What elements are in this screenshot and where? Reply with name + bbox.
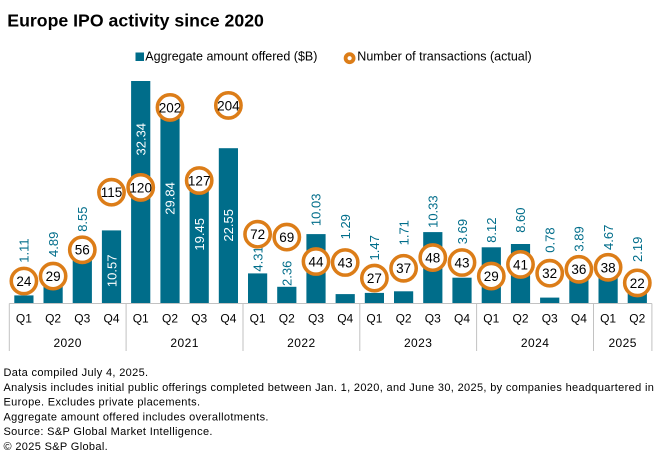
- svg-text:69: 69: [279, 230, 294, 245]
- svg-text:Q4: Q4: [220, 312, 236, 326]
- svg-text:Europe. Excludes private place: Europe. Excludes private placements.: [4, 397, 201, 409]
- svg-text:Q3: Q3: [308, 312, 324, 326]
- svg-text:10.03: 10.03: [309, 194, 324, 227]
- svg-text:72: 72: [250, 227, 265, 242]
- svg-text:© 2025 S&P Global.: © 2025 S&P Global.: [4, 441, 109, 453]
- svg-text:2020: 2020: [53, 336, 82, 350]
- svg-text:36: 36: [571, 262, 586, 277]
- svg-text:2024: 2024: [521, 336, 550, 350]
- svg-text:1.11: 1.11: [17, 238, 32, 262]
- svg-text:Q3: Q3: [425, 312, 441, 326]
- svg-text:Q1: Q1: [483, 312, 499, 326]
- svg-text:44: 44: [308, 254, 324, 269]
- svg-text:Q1: Q1: [600, 312, 616, 326]
- svg-text:Number of transactions (actual: Number of transactions (actual): [357, 49, 531, 63]
- svg-text:32.34: 32.34: [134, 123, 149, 156]
- svg-text:22.55: 22.55: [221, 209, 236, 242]
- svg-text:1.29: 1.29: [338, 214, 353, 239]
- svg-text:2022: 2022: [287, 336, 316, 350]
- svg-text:Q4: Q4: [571, 312, 587, 326]
- svg-text:Q2: Q2: [629, 312, 645, 326]
- svg-text:Q4: Q4: [454, 312, 470, 326]
- svg-text:8.60: 8.60: [513, 207, 528, 232]
- svg-text:4.31: 4.31: [250, 246, 265, 271]
- svg-text:Analysis includes initial publ: Analysis includes initial public offerin…: [4, 382, 655, 394]
- svg-text:27: 27: [367, 271, 382, 286]
- svg-text:Source: S&P Global Market Inte: Source: S&P Global Market Intelligence.: [4, 426, 213, 438]
- svg-text:1.47: 1.47: [367, 235, 382, 260]
- svg-text:Europe IPO activity since 2020: Europe IPO activity since 2020: [7, 11, 264, 31]
- svg-text:29: 29: [484, 269, 499, 284]
- svg-text:Q2: Q2: [162, 312, 178, 326]
- svg-text:4.89: 4.89: [46, 232, 61, 257]
- svg-text:56: 56: [75, 243, 90, 258]
- svg-text:1.71: 1.71: [396, 220, 411, 245]
- svg-text:43: 43: [454, 255, 469, 270]
- svg-text:24: 24: [16, 274, 32, 289]
- svg-text:2025: 2025: [608, 336, 637, 350]
- svg-text:2.19: 2.19: [630, 237, 645, 262]
- svg-text:Q1: Q1: [16, 312, 32, 326]
- svg-text:0.78: 0.78: [542, 227, 557, 252]
- svg-text:10.57: 10.57: [104, 255, 119, 288]
- svg-text:Aggregate amount offered inclu: Aggregate amount offered includes overal…: [4, 411, 269, 423]
- svg-text:3.89: 3.89: [572, 226, 587, 251]
- svg-text:Q4: Q4: [103, 312, 119, 326]
- svg-text:2023: 2023: [404, 336, 433, 350]
- svg-text:8.55: 8.55: [75, 206, 90, 231]
- svg-text:Q1: Q1: [366, 312, 382, 326]
- svg-text:202: 202: [159, 100, 182, 115]
- svg-text:120: 120: [129, 180, 152, 195]
- svg-text:Q4: Q4: [337, 312, 353, 326]
- svg-text:3.69: 3.69: [455, 219, 470, 244]
- svg-text:37: 37: [396, 261, 411, 276]
- svg-text:8.12: 8.12: [484, 217, 499, 242]
- svg-text:Q1: Q1: [133, 312, 149, 326]
- svg-text:Q3: Q3: [542, 312, 558, 326]
- svg-text:Q2: Q2: [45, 312, 61, 326]
- svg-text:29: 29: [46, 269, 61, 284]
- svg-text:Data compiled July 4, 2025.: Data compiled July 4, 2025.: [4, 367, 149, 379]
- svg-text:32: 32: [542, 266, 557, 281]
- svg-text:29.84: 29.84: [163, 182, 178, 215]
- svg-text:204: 204: [217, 98, 240, 113]
- svg-text:4.67: 4.67: [601, 225, 616, 250]
- svg-text:43: 43: [338, 255, 353, 270]
- svg-text:10.33: 10.33: [426, 195, 441, 228]
- svg-text:38: 38: [601, 260, 616, 275]
- svg-text:22: 22: [630, 276, 645, 291]
- svg-text:Q2: Q2: [512, 312, 528, 326]
- svg-text:48: 48: [425, 251, 440, 266]
- svg-text:Q2: Q2: [279, 312, 295, 326]
- svg-text:2.36: 2.36: [280, 261, 295, 286]
- svg-text:127: 127: [188, 174, 211, 189]
- svg-text:Aggregate amount offered ($B): Aggregate amount offered ($B): [145, 49, 317, 63]
- svg-text:Q1: Q1: [250, 312, 266, 326]
- svg-text:2021: 2021: [170, 336, 199, 350]
- svg-text:41: 41: [513, 257, 528, 272]
- svg-text:Q3: Q3: [191, 312, 207, 326]
- svg-text:Q2: Q2: [396, 312, 412, 326]
- svg-text:Q3: Q3: [74, 312, 90, 326]
- svg-text:115: 115: [101, 185, 123, 200]
- svg-text:19.45: 19.45: [192, 218, 207, 251]
